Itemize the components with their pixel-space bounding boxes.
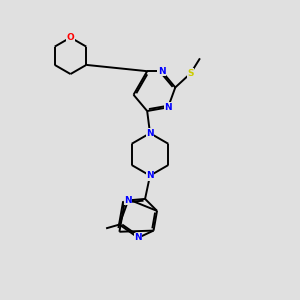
Text: N: N bbox=[158, 67, 166, 76]
Text: O: O bbox=[67, 33, 74, 42]
Text: N: N bbox=[164, 103, 172, 112]
Text: N: N bbox=[124, 196, 132, 205]
Text: S: S bbox=[188, 69, 194, 78]
Text: N: N bbox=[146, 171, 154, 180]
Text: N: N bbox=[146, 129, 154, 138]
Text: N: N bbox=[134, 233, 142, 242]
